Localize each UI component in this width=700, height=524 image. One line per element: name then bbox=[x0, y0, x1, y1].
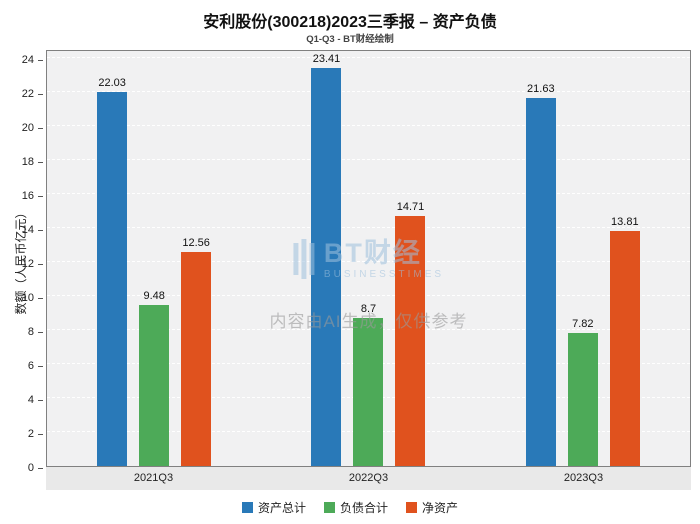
bar-净资产-2022Q3: 14.71 bbox=[395, 201, 426, 466]
x-tick-label: 2021Q3 bbox=[133, 472, 174, 484]
y-tick-label: 8 bbox=[27, 326, 44, 338]
y-tick-label: 6 bbox=[27, 360, 44, 372]
y-tick-label: 10 bbox=[21, 292, 44, 304]
y-tick-label: 20 bbox=[21, 122, 44, 134]
y-tick-label: 12 bbox=[21, 258, 44, 270]
grid-line bbox=[47, 159, 690, 160]
legend-item: 净资产 bbox=[406, 499, 458, 516]
y-tick-label: 16 bbox=[21, 190, 44, 202]
bar-value-label: 7.82 bbox=[572, 318, 594, 331]
bar-group-2023Q3: 21.63 7.82 13.81 bbox=[476, 51, 690, 466]
bars-container: 22.03 9.48 12.56 23.41 8.7 14.71 21.63 7.82 13.8… bbox=[47, 51, 690, 466]
legend-label: 资产总计 bbox=[257, 501, 306, 515]
bar-资产总计-2022Q3: 23.41 bbox=[311, 53, 342, 466]
bar-净资产-2021Q3: 12.56 bbox=[181, 237, 212, 466]
bar-value-label: 9.48 bbox=[143, 289, 165, 302]
bar-value-label: 22.03 bbox=[98, 76, 126, 89]
grid-line bbox=[47, 261, 690, 262]
x-axis-strip: 2021Q3 2022Q3 2023Q3 bbox=[46, 467, 691, 490]
bar-value-label: 21.63 bbox=[527, 83, 555, 96]
legend-label: 净资产 bbox=[422, 501, 459, 515]
bar-负债合计-2021Q3: 9.48 bbox=[139, 290, 170, 466]
grid-line bbox=[47, 193, 690, 194]
legend-swatch bbox=[323, 502, 335, 513]
bar-group-2022Q3: 23.41 8.7 14.71 bbox=[261, 51, 475, 466]
y-tick-label: 18 bbox=[21, 156, 44, 168]
chart-subtitle: Q1-Q3 - BT财经绘制 bbox=[306, 34, 394, 45]
chart-title: 安利股份(300218)2023三季报 – 资产负债 bbox=[203, 14, 497, 31]
x-tick-label: 2023Q3 bbox=[563, 472, 604, 484]
legend-item: 资产总计 bbox=[241, 499, 306, 516]
legend-item: 负债合计 bbox=[323, 499, 388, 516]
y-tick-label: 4 bbox=[27, 394, 44, 406]
legend-label: 负债合计 bbox=[339, 501, 388, 515]
legend: 资产总计 负债合计 净资产 bbox=[0, 499, 700, 516]
bar-资产总计-2021Q3: 22.03 bbox=[97, 77, 128, 466]
y-axis-ticks: 0 2 4 6 8 10 12 14 16 18 20 22 24 bbox=[0, 50, 44, 474]
legend-swatch bbox=[241, 502, 253, 513]
y-tick-label: 22 bbox=[21, 88, 44, 100]
y-tick-label: 0 bbox=[27, 462, 44, 474]
bar-value-label: 8.7 bbox=[360, 303, 377, 316]
bar-value-label: 13.81 bbox=[611, 216, 639, 229]
bar-净资产-2023Q3: 13.81 bbox=[609, 216, 640, 466]
bar-value-label: 12.56 bbox=[182, 237, 210, 250]
y-tick-label: 2 bbox=[27, 428, 44, 440]
grid-line bbox=[47, 57, 690, 58]
bar-value-label: 14.71 bbox=[396, 200, 425, 213]
bar-资产总计-2023Q3: 21.63 bbox=[525, 83, 556, 466]
bar-负债合计-2022Q3: 8.7 bbox=[353, 303, 384, 466]
y-tick-label: 24 bbox=[21, 54, 44, 66]
bar-group-2021Q3: 22.03 9.48 12.56 bbox=[47, 51, 261, 466]
bar-value-label: 23.41 bbox=[312, 53, 341, 66]
bar-负债合计-2023Q3: 7.82 bbox=[567, 318, 598, 466]
legend-swatch bbox=[406, 502, 417, 513]
grid-line bbox=[47, 295, 690, 296]
grid-line bbox=[47, 227, 690, 228]
x-tick-label: 2022Q3 bbox=[348, 472, 389, 484]
y-tick-label: 14 bbox=[21, 224, 44, 236]
grid-line bbox=[47, 91, 690, 92]
grid-line bbox=[47, 125, 690, 126]
plot-area: 22.03 9.48 12.56 23.41 8.7 14.71 21.63 7.82 13.8… bbox=[46, 50, 691, 467]
